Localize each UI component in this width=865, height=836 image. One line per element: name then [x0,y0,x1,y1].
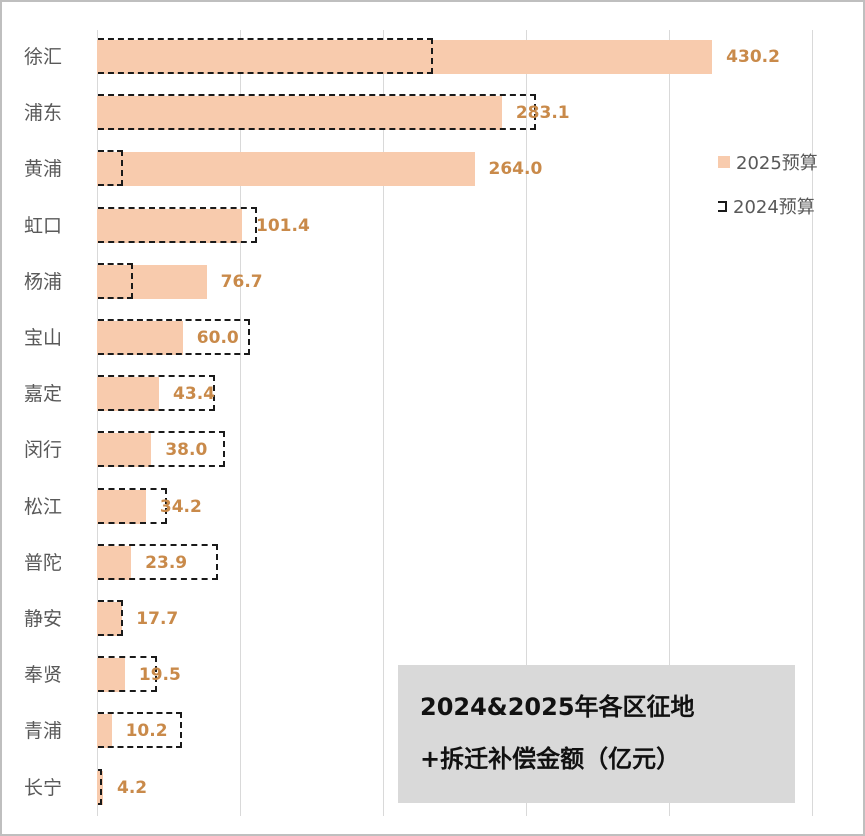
bar-row: 101.4 [97,206,817,246]
bar-2024-outline [98,94,536,131]
bar-2024-outline [98,319,250,355]
category-label: 青浦 [24,720,63,743]
gridline [669,30,670,816]
category-axis-line [97,30,98,816]
category-label: 嘉定 [24,383,63,406]
bar-2025 [97,433,152,468]
legend-label: 2024预算 [733,197,815,218]
data-label: 4.2 [117,777,148,798]
legend-item-2024: 2024预算 [718,184,818,228]
bar-2024-outline [98,656,157,693]
chart-title-box: 2024&2025年各区征地 +拆迁补偿金额（亿元） [398,665,795,803]
data-label: 76.7 [220,271,263,292]
chart-title-line-2: +拆迁补偿金额（亿元） [420,745,681,773]
bar-row: 17.7 [97,599,817,639]
category-label: 虹口 [24,214,63,237]
category-label: 黄浦 [24,158,63,181]
bar-2025 [97,714,112,749]
chart-title-line-1: 2024&2025年各区征地 [420,693,695,721]
gridline [383,30,384,816]
category-label: 静安 [24,608,63,630]
data-label: 17.7 [136,609,179,629]
gridline [812,30,813,816]
data-label: 60.0 [196,328,239,348]
bar-2025 [97,264,207,299]
legend: 2025预算 2024预算 [718,140,818,228]
bar-2024-outline [98,150,124,187]
bar-2025 [97,489,146,524]
legend-label: 2025预算 [736,153,818,174]
bar-2025 [97,152,475,187]
bar-row: 4.2 [97,768,817,808]
data-label: 19.5 [138,665,181,686]
bar-2025 [97,602,123,636]
bar-2024-outline [98,600,124,636]
data-label: 23.9 [145,552,188,573]
bar-row: 23.9 [97,543,817,583]
data-label: 283.1 [515,103,570,124]
bar-row: 430.2 [97,37,817,77]
category-label: 杨浦 [24,270,63,293]
bar-2025 [97,658,125,693]
bar-2025 [97,40,713,74]
bar-2025 [97,377,160,412]
bar-2024-outline [98,487,167,524]
bar-row: 264.0 [97,149,817,189]
bar-row: 34.2 [97,487,817,527]
category-label: 松江 [24,495,63,518]
bar-2025 [97,545,132,580]
legend-item-2025: 2025预算 [718,140,818,184]
bar-2024-outline [98,712,183,749]
bar-2025 [97,208,242,243]
gridline [526,30,527,816]
data-label: 430.2 [726,47,780,67]
bar-row: 283.1 [97,93,817,133]
data-label: 264.0 [488,159,543,180]
bar-row: 10.2 [97,711,817,751]
data-label: 34.2 [159,496,202,517]
bar-2024-outline [98,768,103,805]
legend-swatch-solid-icon [718,156,730,168]
plot-area: 430.2 283.1 264.0 101.4 76.7 60.0 43.4 38.0 34.2… [97,30,817,816]
bar-row: 38.0 [97,430,817,470]
bar-row: 43.4 [97,374,817,414]
data-label: 10.2 [125,721,168,742]
category-label: 徐汇 [24,46,63,68]
bar-2024-outline [98,431,226,468]
bar-2024-outline [98,206,257,243]
bar-2025 [97,96,502,131]
category-label: 闵行 [24,439,63,462]
category-label: 普陀 [24,551,63,574]
category-label: 奉贤 [24,664,63,687]
bar-2024-outline [98,375,216,412]
data-label: 38.0 [165,440,208,461]
category-label: 宝山 [24,327,63,349]
bar-2025 [97,321,183,355]
bar-2024-outline [98,262,134,299]
bar-2024-outline [98,38,433,74]
gridline [240,30,241,816]
bar-row: 19.5 [97,655,817,695]
bar-2025 [97,770,103,805]
bar-row: 60.0 [97,318,817,358]
category-label: 浦东 [24,102,63,125]
bar-2024-outline [98,543,219,580]
data-label: 101.4 [256,215,310,236]
bar-row: 76.7 [97,262,817,302]
data-label: 43.4 [173,384,215,405]
legend-swatch-dashed-icon [718,200,727,212]
category-label: 长宁 [24,776,63,799]
